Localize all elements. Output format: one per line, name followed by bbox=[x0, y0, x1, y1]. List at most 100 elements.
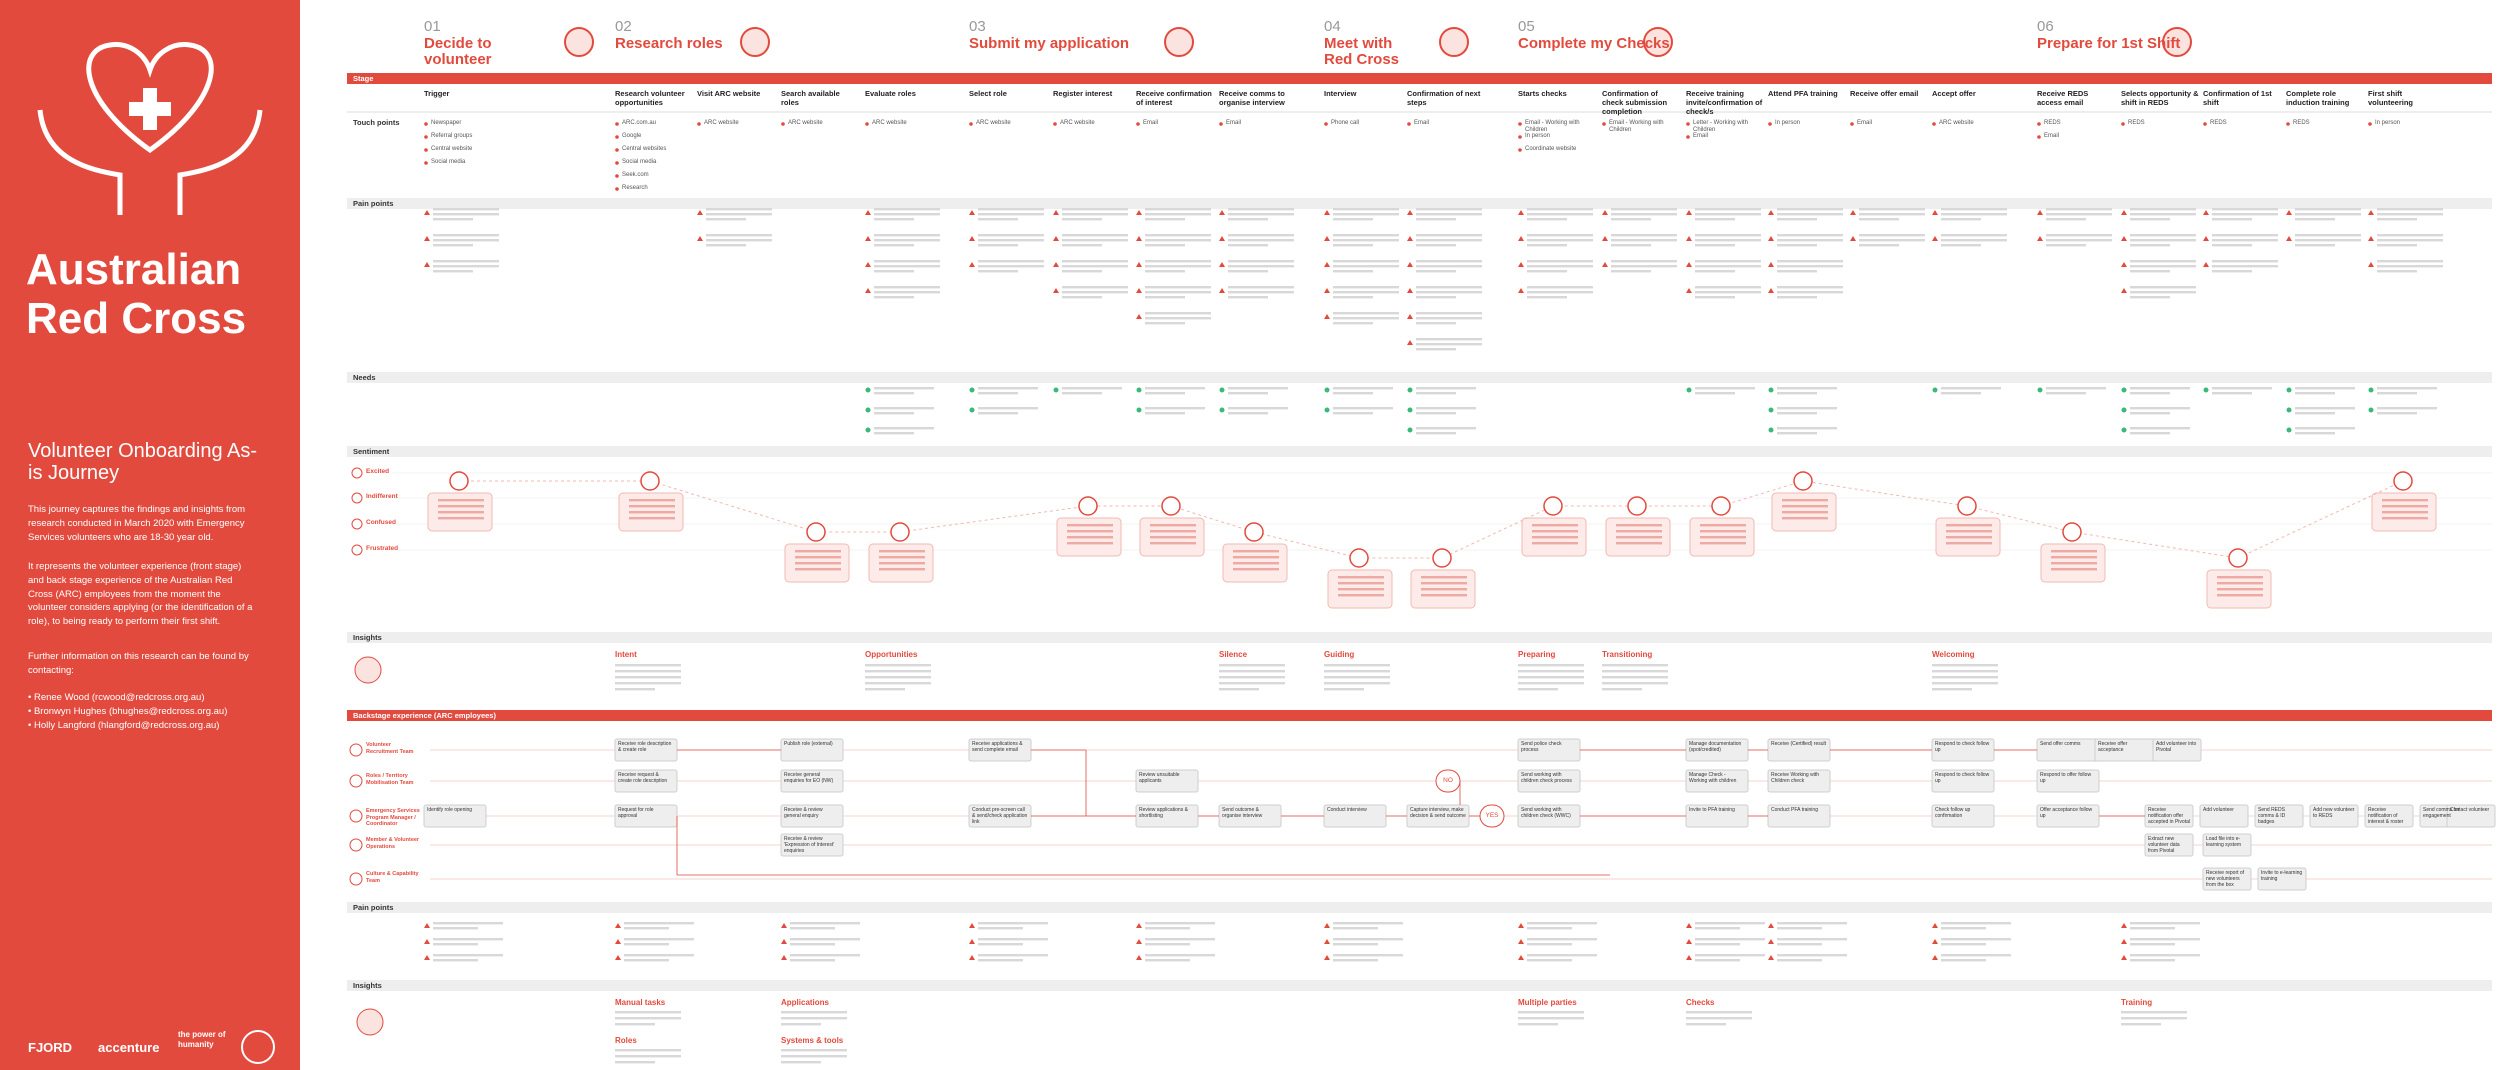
backstage-box bbox=[1931, 804, 1995, 828]
pain-icon bbox=[1136, 955, 1142, 960]
section-bar bbox=[347, 632, 2492, 643]
text-placeholder bbox=[1611, 260, 1677, 263]
text-placeholder bbox=[1611, 265, 1677, 268]
step-name: Interview bbox=[1324, 89, 1357, 98]
need-icon bbox=[1768, 427, 1774, 433]
text-placeholder bbox=[1532, 536, 1578, 539]
text-placeholder bbox=[1777, 260, 1843, 263]
text-placeholder bbox=[1219, 664, 1285, 667]
pain-icon bbox=[1324, 923, 1330, 928]
pain-icon bbox=[424, 939, 430, 944]
text-placeholder bbox=[1067, 530, 1113, 533]
text-placeholder bbox=[1777, 244, 1817, 247]
step-name: Attend PFA training bbox=[1768, 89, 1838, 98]
text-placeholder bbox=[1324, 664, 1390, 667]
bullet bbox=[697, 122, 701, 126]
text-placeholder bbox=[615, 664, 681, 667]
need-icon bbox=[2368, 387, 2374, 393]
text-placeholder bbox=[2295, 239, 2361, 242]
text-placeholder bbox=[706, 213, 772, 216]
text-placeholder bbox=[1228, 208, 1294, 211]
text-placeholder bbox=[874, 244, 914, 247]
text-placeholder bbox=[874, 392, 914, 395]
backstage-box bbox=[423, 804, 487, 828]
text-placeholder bbox=[1777, 270, 1817, 273]
bullet bbox=[1602, 122, 1606, 126]
pain-icon bbox=[697, 210, 703, 215]
pain-icon bbox=[1768, 210, 1774, 215]
bullet bbox=[781, 122, 785, 126]
sentiment-face bbox=[640, 471, 660, 491]
text-placeholder bbox=[1145, 312, 1211, 315]
text-placeholder bbox=[874, 291, 940, 294]
text-placeholder bbox=[2130, 412, 2170, 415]
text-placeholder bbox=[2377, 265, 2443, 268]
pain-icon bbox=[1324, 288, 1330, 293]
text-placeholder bbox=[1777, 291, 1843, 294]
section-bar-red bbox=[347, 73, 2492, 84]
text-placeholder bbox=[1145, 239, 1211, 242]
text-placeholder bbox=[978, 260, 1044, 263]
text-placeholder bbox=[874, 296, 914, 299]
text-placeholder bbox=[1333, 312, 1399, 315]
text-placeholder bbox=[2046, 239, 2112, 242]
text-placeholder bbox=[2212, 392, 2252, 395]
backstage-step: Conduct interview bbox=[1327, 807, 1367, 813]
backstage-step: YES bbox=[1485, 812, 1499, 819]
pain-icon bbox=[1053, 262, 1059, 267]
stage-name: Research roles bbox=[615, 35, 723, 52]
need-icon bbox=[1932, 387, 1938, 393]
text-placeholder bbox=[1145, 270, 1185, 273]
stage-icon bbox=[1164, 27, 1194, 57]
text-placeholder bbox=[1859, 208, 1925, 211]
section-bar bbox=[347, 446, 2492, 457]
pain-icon bbox=[1768, 939, 1774, 944]
text-placeholder bbox=[1416, 296, 1456, 299]
insight-title: Training bbox=[2121, 998, 2153, 1007]
text-placeholder bbox=[433, 218, 473, 221]
stage-name: Decide to volunteer bbox=[424, 35, 492, 68]
text-placeholder bbox=[1338, 588, 1384, 591]
text-placeholder bbox=[2130, 943, 2175, 946]
text-placeholder bbox=[1686, 1017, 1752, 1020]
step-name: Confirmation of 1st shift bbox=[2203, 89, 2272, 107]
pain-icon bbox=[1768, 288, 1774, 293]
text-placeholder bbox=[2295, 208, 2361, 211]
text-placeholder bbox=[1527, 286, 1593, 289]
text-placeholder bbox=[615, 682, 681, 685]
text-placeholder bbox=[1416, 244, 1456, 247]
text-placeholder bbox=[1145, 218, 1185, 221]
text-placeholder bbox=[1527, 239, 1593, 242]
text-placeholder bbox=[1611, 234, 1677, 237]
insight-title: Silence bbox=[1219, 650, 1248, 659]
pain-icon bbox=[1407, 288, 1413, 293]
pain-icon bbox=[1219, 262, 1225, 267]
text-placeholder bbox=[1416, 343, 1482, 346]
text-placeholder bbox=[2130, 927, 2175, 930]
text-placeholder bbox=[874, 412, 914, 415]
pain-icon bbox=[1136, 923, 1142, 928]
text-placeholder bbox=[1228, 387, 1288, 390]
pain-icon bbox=[1932, 236, 1938, 241]
lane-icon bbox=[349, 774, 363, 788]
pain-icon bbox=[1686, 923, 1692, 928]
stage-number: 01 bbox=[424, 18, 441, 35]
insight-title: Checks bbox=[1686, 998, 1715, 1007]
text-placeholder bbox=[1228, 296, 1268, 299]
pain-icon bbox=[697, 236, 703, 241]
sentiment-level: Excited bbox=[366, 468, 390, 475]
text-placeholder bbox=[1527, 208, 1593, 211]
text-placeholder bbox=[1228, 286, 1294, 289]
insight-title: Multiple parties bbox=[1518, 998, 1577, 1007]
text-placeholder bbox=[1527, 234, 1593, 237]
text-placeholder bbox=[2382, 499, 2428, 502]
text-placeholder bbox=[1932, 688, 1972, 691]
text-placeholder bbox=[1062, 392, 1102, 395]
pain-icon bbox=[1219, 236, 1225, 241]
bullet bbox=[424, 122, 428, 126]
text-placeholder bbox=[1416, 286, 1482, 289]
text-placeholder bbox=[1150, 530, 1196, 533]
need-icon bbox=[1768, 407, 1774, 413]
text-placeholder bbox=[1941, 922, 2011, 925]
text-placeholder bbox=[1416, 312, 1482, 315]
